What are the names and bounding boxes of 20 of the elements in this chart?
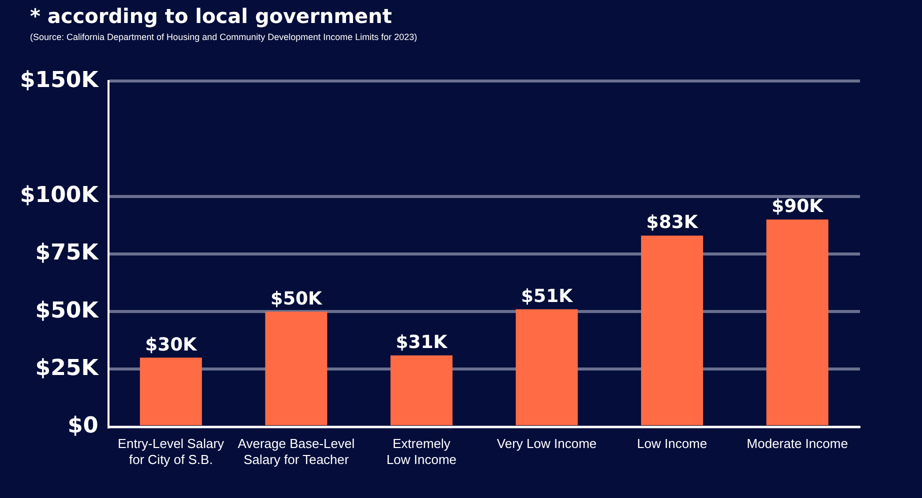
- chart-title: * according to local government: [30, 4, 393, 28]
- data-label: $50K: [270, 288, 324, 310]
- data-label: $90K: [772, 196, 824, 218]
- x-tick-label: Entry-Level Salary for City of S.B.: [118, 436, 225, 467]
- data-label: $30K: [145, 334, 198, 356]
- data-label: $83K: [646, 212, 699, 234]
- y-tick-label: $25K: [35, 356, 100, 381]
- data-label: $31K: [396, 332, 448, 354]
- x-tick-label: Low Income: [637, 436, 708, 452]
- y-tick-label: $50K: [35, 298, 100, 324]
- x-tick-label: Very Low Income: [496, 436, 597, 452]
- chart-subtitle: (Source: California Department of Housing and Community Development Income Limits for 2023): [30, 32, 418, 42]
- x-tick-label: Average Base-Level Salary for Teacher: [238, 436, 355, 467]
- y-tick-label: $100K: [20, 183, 100, 208]
- x-tick-label: Extremely Low Income: [386, 436, 457, 467]
- y-tick-label: $0: [68, 414, 98, 439]
- x-tick-label: Moderate Income: [746, 436, 848, 452]
- y-tick-label: $75K: [35, 240, 100, 266]
- y-tick-label: $150K: [20, 68, 100, 93]
- data-label: $51K: [521, 286, 574, 307]
